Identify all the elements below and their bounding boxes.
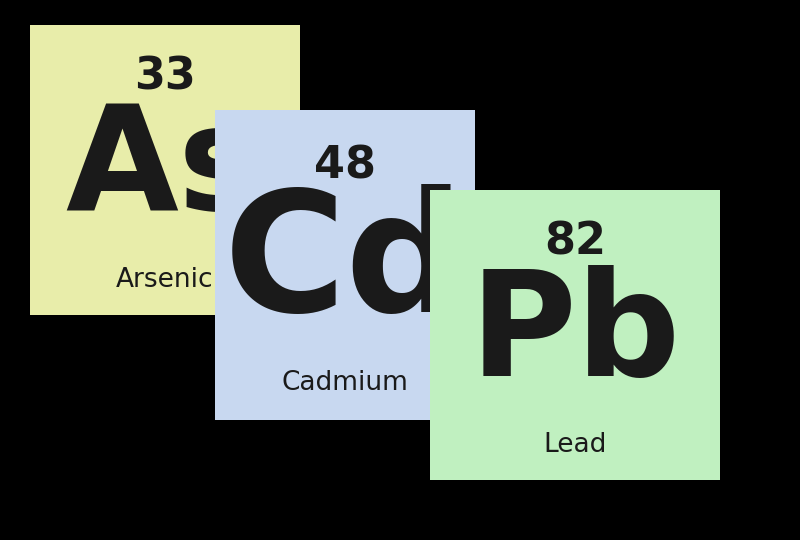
Text: Cadmium: Cadmium (282, 370, 409, 396)
Text: Arsenic: Arsenic (116, 267, 214, 293)
Text: 48: 48 (314, 144, 376, 187)
Text: As: As (65, 99, 265, 240)
Bar (430, 190, 720, 480)
Text: Cd: Cd (224, 184, 466, 347)
Text: 82: 82 (544, 221, 606, 264)
Text: Pb: Pb (470, 265, 681, 406)
Text: 33: 33 (134, 56, 196, 99)
Text: Lead: Lead (543, 432, 606, 458)
Bar (30, 25, 300, 315)
Bar (215, 110, 475, 420)
